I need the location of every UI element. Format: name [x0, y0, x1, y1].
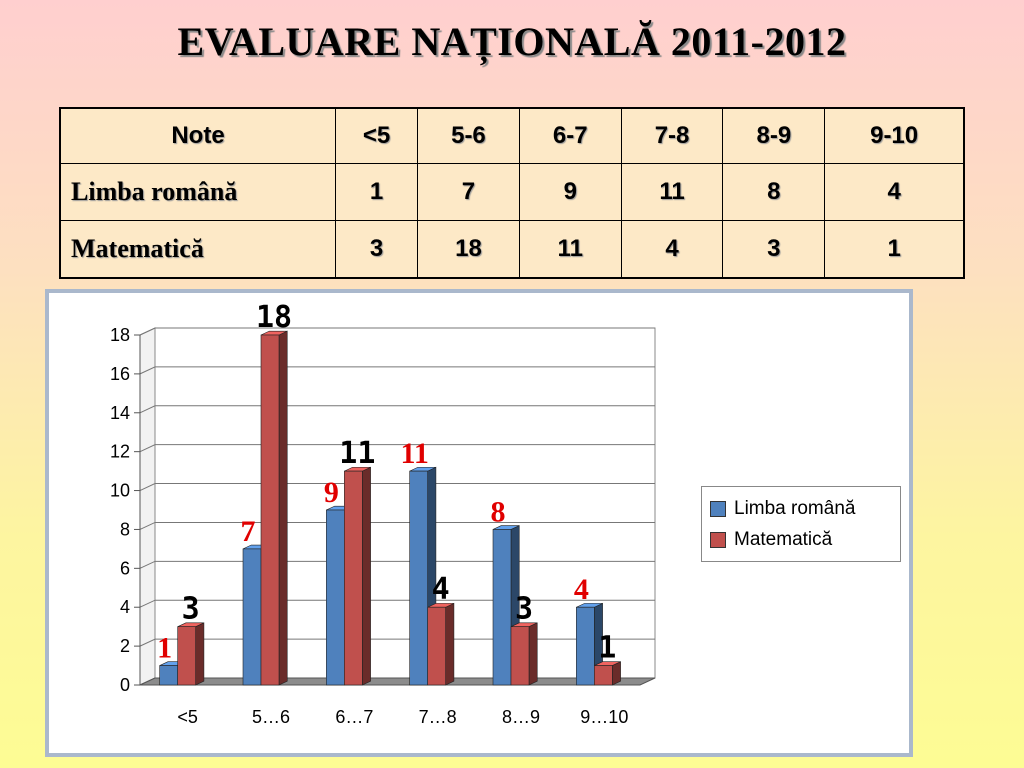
gridline	[139, 444, 655, 453]
x-tick-label: 5…6	[252, 707, 290, 727]
table-cell: 1	[824, 219, 965, 279]
table-cell: 9	[518, 163, 622, 221]
grades-table: Note <5 5-6 6-7 7-8 8-9 9-10 Limba român…	[59, 107, 965, 279]
table-row: Matematică 3 18 11 4 3 1	[59, 219, 965, 279]
x-tick-label: 6…7	[335, 707, 373, 727]
bar-limba-romana	[326, 509, 345, 686]
y-tick-label: 6	[120, 558, 130, 578]
bar-matematica	[427, 606, 446, 686]
chart-legend: Limba română Matematică	[701, 486, 901, 562]
x-tick-label: <5	[177, 707, 198, 727]
bar-matematica	[594, 665, 613, 686]
x-tick-label: 7…8	[419, 707, 457, 727]
gridline	[139, 560, 655, 569]
y-tick-label: 4	[120, 597, 130, 617]
bar-side-matematica	[278, 330, 288, 686]
chart-side-wall	[139, 327, 156, 686]
y-tick-label: 10	[110, 481, 130, 501]
table-header-cell: 7-8	[620, 107, 724, 164]
y-tick-label: 2	[120, 636, 130, 656]
bar-limba-romana	[492, 529, 512, 686]
data-label-limba-romana: 9	[324, 476, 339, 509]
page-title: EVALUARE NAȚIONALĂ 2011-2012	[177, 19, 847, 64]
bar-matematica	[510, 626, 530, 686]
legend-swatch-limba-romana	[710, 500, 726, 517]
data-label-matematica: 4	[432, 572, 450, 607]
table-cell: 1	[334, 163, 419, 221]
data-label-limba-romana: 4	[574, 573, 589, 606]
table-cell: 11	[620, 163, 724, 221]
table-cell: 18	[417, 219, 520, 279]
legend-swatch-matematica	[710, 531, 726, 548]
data-label-limba-romana: 11	[400, 437, 428, 470]
bar-limba-romana	[409, 470, 428, 686]
y-tick-label: 16	[110, 364, 130, 384]
bar-side-matematica	[528, 622, 538, 686]
data-label-limba-romana: 8	[491, 495, 506, 528]
gridline	[139, 638, 655, 647]
x-tick-label: 8…9	[502, 707, 540, 727]
gridline	[139, 599, 655, 608]
legend-label: Matematică	[734, 528, 833, 550]
y-tick-label: 14	[110, 403, 130, 423]
gridline	[139, 521, 655, 530]
legend-item-limba-romana: Limba română	[710, 493, 892, 524]
bar-side-matematica	[362, 466, 371, 686]
table-row: Limba română 1 7 9 11 8 4	[59, 163, 965, 221]
data-label-limba-romana: 7	[241, 515, 256, 548]
table-cell: 4	[824, 163, 965, 221]
data-label-matematica: 1	[598, 631, 616, 666]
gridline	[139, 327, 655, 336]
bar-side-matematica	[195, 622, 205, 686]
table-cell: 3	[334, 219, 419, 279]
data-label-matematica: 11	[339, 436, 375, 471]
bar-side-matematica	[445, 602, 455, 686]
y-tick-label: 8	[120, 519, 130, 539]
legend-label: Limba română	[734, 497, 856, 519]
bar-matematica	[260, 334, 280, 686]
data-label-matematica: 3	[515, 592, 533, 627]
table-row-label: Matematică	[59, 219, 336, 279]
bar-matematica	[177, 626, 196, 686]
table-cell: 4	[620, 219, 724, 279]
y-tick-label: 12	[110, 442, 130, 462]
y-tick-label: 18	[110, 325, 130, 345]
gridline	[139, 405, 655, 414]
data-label-matematica: 3	[182, 592, 200, 627]
table-header-cell: <5	[334, 107, 419, 164]
x-tick-label: 9…10	[580, 707, 628, 727]
bar-limba-romana	[576, 606, 595, 686]
gridline	[139, 366, 655, 375]
table-header-cell: Note	[59, 107, 336, 164]
table-cell: 11	[518, 219, 622, 279]
bar-limba-romana	[159, 665, 178, 686]
data-label-matematica: 18	[256, 300, 292, 335]
bar-limba-romana	[242, 548, 262, 686]
data-label-limba-romana: 1	[157, 632, 172, 665]
table-row-label: Limba română	[59, 163, 336, 221]
gridline	[139, 483, 655, 492]
y-tick-label: 0	[120, 675, 130, 695]
legend-item-matematica: Matematică	[710, 524, 892, 555]
bar-matematica	[344, 470, 363, 686]
